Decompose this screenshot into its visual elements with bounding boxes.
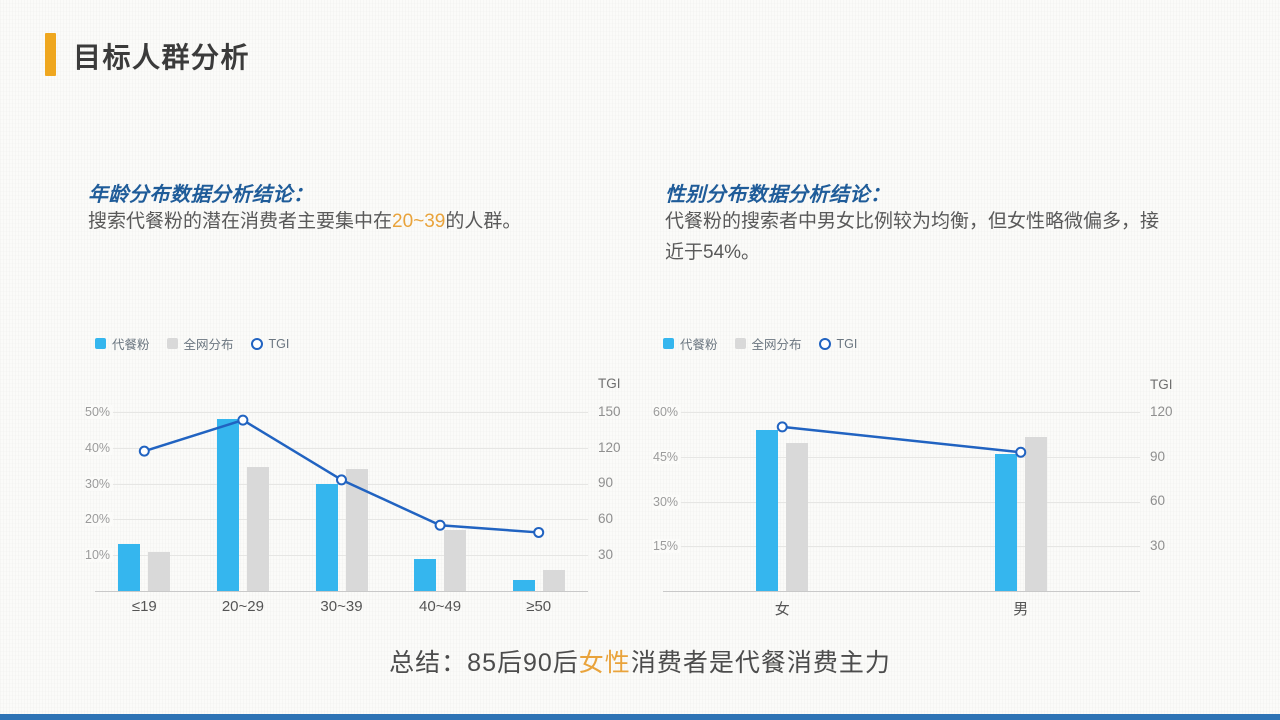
gridline	[95, 411, 588, 413]
x-axis-category-label: 20~29	[221, 598, 264, 615]
right-axis-tick-label: 60	[598, 511, 614, 527]
x-axis-category-label: 女	[774, 601, 790, 618]
x-axis-category-label: 男	[1013, 601, 1029, 618]
summary-text: 总结：85后90后女性消费者是代餐消费主力	[0, 643, 1280, 679]
age-body-text-end: 的人群。	[445, 211, 522, 232]
bar-benchmark	[148, 551, 171, 591]
summary-prefix: 总结：85后90后	[389, 649, 579, 677]
bottom-accent-line	[0, 714, 1280, 720]
tgi-marker-icon	[336, 474, 347, 486]
summary-highlight: 女性	[578, 649, 631, 677]
bar-benchmark	[345, 469, 368, 591]
title-accent-bar	[45, 33, 56, 76]
left-axis-tick-label: 30%	[653, 494, 682, 509]
x-axis-category-label: ≤19	[131, 598, 157, 615]
tgi-marker-icon	[776, 421, 788, 433]
bar-benchmark	[1024, 437, 1047, 591]
bar-primary	[512, 580, 535, 591]
gridline	[95, 447, 588, 449]
chart-legend: 代餐粉 全网分布 TGI	[663, 334, 857, 353]
legend-line-marker-icon	[818, 337, 831, 350]
gender-distribution-chart: 代餐粉 全网分布 TGI 15% 30% 45% 60% 30 60 90 120 TGI 女 男	[653, 334, 1280, 624]
bar-primary	[118, 544, 141, 591]
legend-line-marker-icon	[250, 337, 263, 350]
age-distribution-chart: 代餐粉 全网分布 TGI 10% 20% 30% 40% 50% 30 60 90 120 150 TGI…	[85, 334, 715, 624]
page-title: 目标人群分析	[73, 42, 251, 73]
bar-primary	[414, 558, 437, 591]
gridline	[95, 519, 588, 521]
age-body-highlight: 20~39	[392, 211, 446, 232]
legend-item: TGI	[818, 336, 858, 351]
bar-primary	[756, 430, 779, 591]
right-axis-tick-label: 120	[1150, 403, 1173, 419]
chart-legend: 代餐粉 全网分布 TGI	[95, 334, 289, 353]
right-axis-title: TGI	[1150, 377, 1173, 392]
legend-label: 代餐粉	[680, 338, 718, 352]
bar-benchmark	[444, 530, 467, 591]
left-axis-tick-label: 50%	[85, 404, 114, 419]
tgi-marker-icon	[434, 519, 446, 531]
age-conclusion-heading: 年龄分布数据分析结论：	[88, 184, 314, 206]
tgi-marker-icon	[237, 414, 249, 426]
gridline	[663, 412, 1140, 414]
right-axis-tick-label: 120	[598, 439, 621, 455]
legend-swatch-icon	[663, 338, 674, 349]
age-conclusion-body: 搜索代餐粉的潜在消费者主要集中在20~39的人群。	[88, 206, 573, 237]
x-axis-category-label: ≥50	[526, 598, 552, 615]
gridline	[663, 456, 1140, 458]
tgi-marker-icon	[1015, 446, 1027, 458]
right-axis-tick-label: 60	[1150, 493, 1166, 509]
age-body-text: 搜索代餐粉的潜在消费者主要集中在	[88, 211, 393, 232]
gender-conclusion-heading: 性别分布数据分析结论：	[665, 184, 891, 206]
legend-swatch-icon	[734, 338, 746, 349]
left-axis-tick-label: 45%	[653, 449, 682, 464]
tgi-marker-icon	[138, 445, 150, 457]
bar-primary	[994, 453, 1017, 591]
summary-suffix: 消费者是代餐消费主力	[630, 649, 891, 677]
left-axis-tick-label: 30%	[85, 476, 114, 491]
chart-plot-area: 15% 30% 45% 60% 30 60 90 120 TGI 女 男	[653, 377, 1173, 618]
bar-primary	[315, 483, 338, 591]
right-axis-tick-label: 90	[598, 475, 614, 491]
bar-primary	[216, 419, 239, 591]
right-axis-tick-label: 90	[1150, 448, 1166, 464]
gender-conclusion-body: 代餐粉的搜索者中男女比例较为均衡，但女性略微偏多，接近于54%。	[665, 211, 1160, 263]
chart-plot-area: 10% 20% 30% 40% 50% 30 60 90 120 150 TGI ≤19 20~29 30…	[85, 376, 621, 615]
left-axis-tick-label: 40%	[85, 440, 114, 455]
legend-item: 代餐粉	[663, 334, 718, 353]
legend-label: 代餐粉	[112, 338, 150, 352]
gridline	[663, 546, 1140, 548]
left-axis-tick-label: 60%	[653, 405, 682, 420]
gridline	[95, 555, 588, 557]
right-axis-tick-label: 30	[598, 547, 614, 563]
legend-label: 全网分布	[751, 338, 802, 352]
left-axis-tick-label: 10%	[85, 548, 114, 563]
legend-item: 代餐粉	[95, 334, 150, 353]
right-axis-tick-label: 30	[1150, 538, 1166, 554]
tgi-line	[138, 414, 545, 538]
bar-benchmark	[786, 443, 809, 591]
bar-benchmark	[542, 569, 565, 591]
tgi-line	[776, 421, 1027, 458]
legend-label: TGI	[836, 336, 858, 351]
x-axis-category-label: 30~39	[320, 598, 363, 615]
tgi-marker-icon	[533, 526, 545, 538]
legend-item: 全网分布	[166, 334, 234, 353]
gridline	[663, 501, 1140, 503]
legend-swatch-icon	[166, 338, 178, 349]
right-axis-title: TGI	[598, 376, 621, 391]
legend-label: 全网分布	[183, 338, 234, 352]
legend-item: 全网分布	[734, 334, 802, 353]
right-axis-tick-label: 150	[598, 403, 621, 419]
legend-swatch-icon	[95, 338, 106, 349]
legend-item: TGI	[250, 336, 290, 351]
x-axis-category-label: 40~49	[419, 598, 462, 615]
left-axis-tick-label: 20%	[85, 512, 114, 527]
left-axis-tick-label: 15%	[653, 539, 682, 554]
bar-benchmark	[246, 467, 269, 591]
legend-label: TGI	[268, 336, 290, 351]
